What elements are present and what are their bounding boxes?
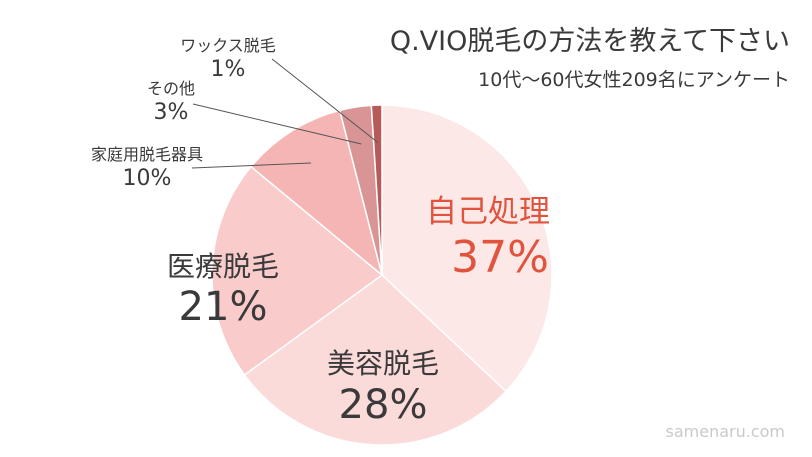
chart-title: Q.VIO脱毛の方法を教えて下さい bbox=[390, 26, 790, 57]
leader-other bbox=[192, 103, 362, 145]
slice-label-other: その他 bbox=[147, 79, 195, 98]
watermark: samenaru.com bbox=[666, 422, 786, 441]
slice-value-other: 3% bbox=[154, 100, 189, 125]
slice-label-medical-removal: 医療脱毛 bbox=[167, 250, 279, 283]
slice-label-wax: ワックス脱毛 bbox=[180, 36, 276, 55]
slice-home-device bbox=[249, 109, 384, 278]
leader-home-device bbox=[191, 162, 311, 169]
slice-label-salon-removal: 美容脱毛 bbox=[327, 347, 439, 380]
leader-lines bbox=[191, 58, 379, 169]
slice-value-home-device: 10% bbox=[123, 166, 172, 191]
slice-value-self-care: 37% bbox=[451, 232, 549, 283]
slice-value-wax: 1% bbox=[211, 57, 246, 82]
chart-subtitle: 10代〜60代女性209名にアンケート bbox=[478, 69, 790, 91]
slice-wax bbox=[370, 104, 383, 276]
leader-wax bbox=[271, 58, 379, 143]
slice-label-self-care: 自己処理 bbox=[426, 194, 550, 230]
slice-salon-removal bbox=[243, 274, 507, 446]
pie-slices bbox=[211, 104, 553, 446]
slice-value-medical-removal: 21% bbox=[179, 284, 268, 330]
slice-self-care bbox=[381, 104, 553, 393]
slice-value-salon-removal: 28% bbox=[339, 382, 428, 428]
slice-label-home-device: 家庭用脱毛器具 bbox=[91, 145, 203, 164]
slice-medical-removal bbox=[211, 165, 384, 376]
